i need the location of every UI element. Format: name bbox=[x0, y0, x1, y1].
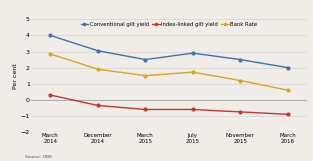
Bank Rate bbox=[49, 53, 52, 55]
Index-linked gilt yield bbox=[96, 104, 100, 106]
Index-linked gilt yield bbox=[239, 111, 242, 113]
Bank Rate bbox=[96, 68, 100, 70]
Index-linked gilt yield bbox=[191, 109, 195, 110]
Conventional gilt yield bbox=[96, 50, 100, 52]
Bank Rate bbox=[191, 71, 195, 73]
Conventional gilt yield bbox=[191, 52, 195, 54]
Conventional gilt yield bbox=[143, 59, 147, 61]
Y-axis label: Per cent: Per cent bbox=[13, 63, 18, 89]
Bank Rate bbox=[286, 89, 290, 91]
Conventional gilt yield bbox=[49, 34, 52, 36]
Bank Rate bbox=[143, 75, 147, 77]
Index-linked gilt yield bbox=[286, 113, 290, 115]
Legend: Conventional gilt yield, Index-linked gilt yield, Bank Rate: Conventional gilt yield, Index-linked gi… bbox=[80, 22, 258, 27]
Text: Source: OBR: Source: OBR bbox=[25, 155, 52, 159]
Bank Rate bbox=[239, 80, 242, 81]
Line: Bank Rate: Bank Rate bbox=[49, 52, 289, 92]
Index-linked gilt yield bbox=[49, 94, 52, 96]
Conventional gilt yield bbox=[286, 67, 290, 69]
Line: Index-linked gilt yield: Index-linked gilt yield bbox=[49, 94, 289, 116]
Line: Conventional gilt yield: Conventional gilt yield bbox=[49, 34, 289, 69]
Conventional gilt yield bbox=[239, 59, 242, 61]
Index-linked gilt yield bbox=[143, 109, 147, 110]
